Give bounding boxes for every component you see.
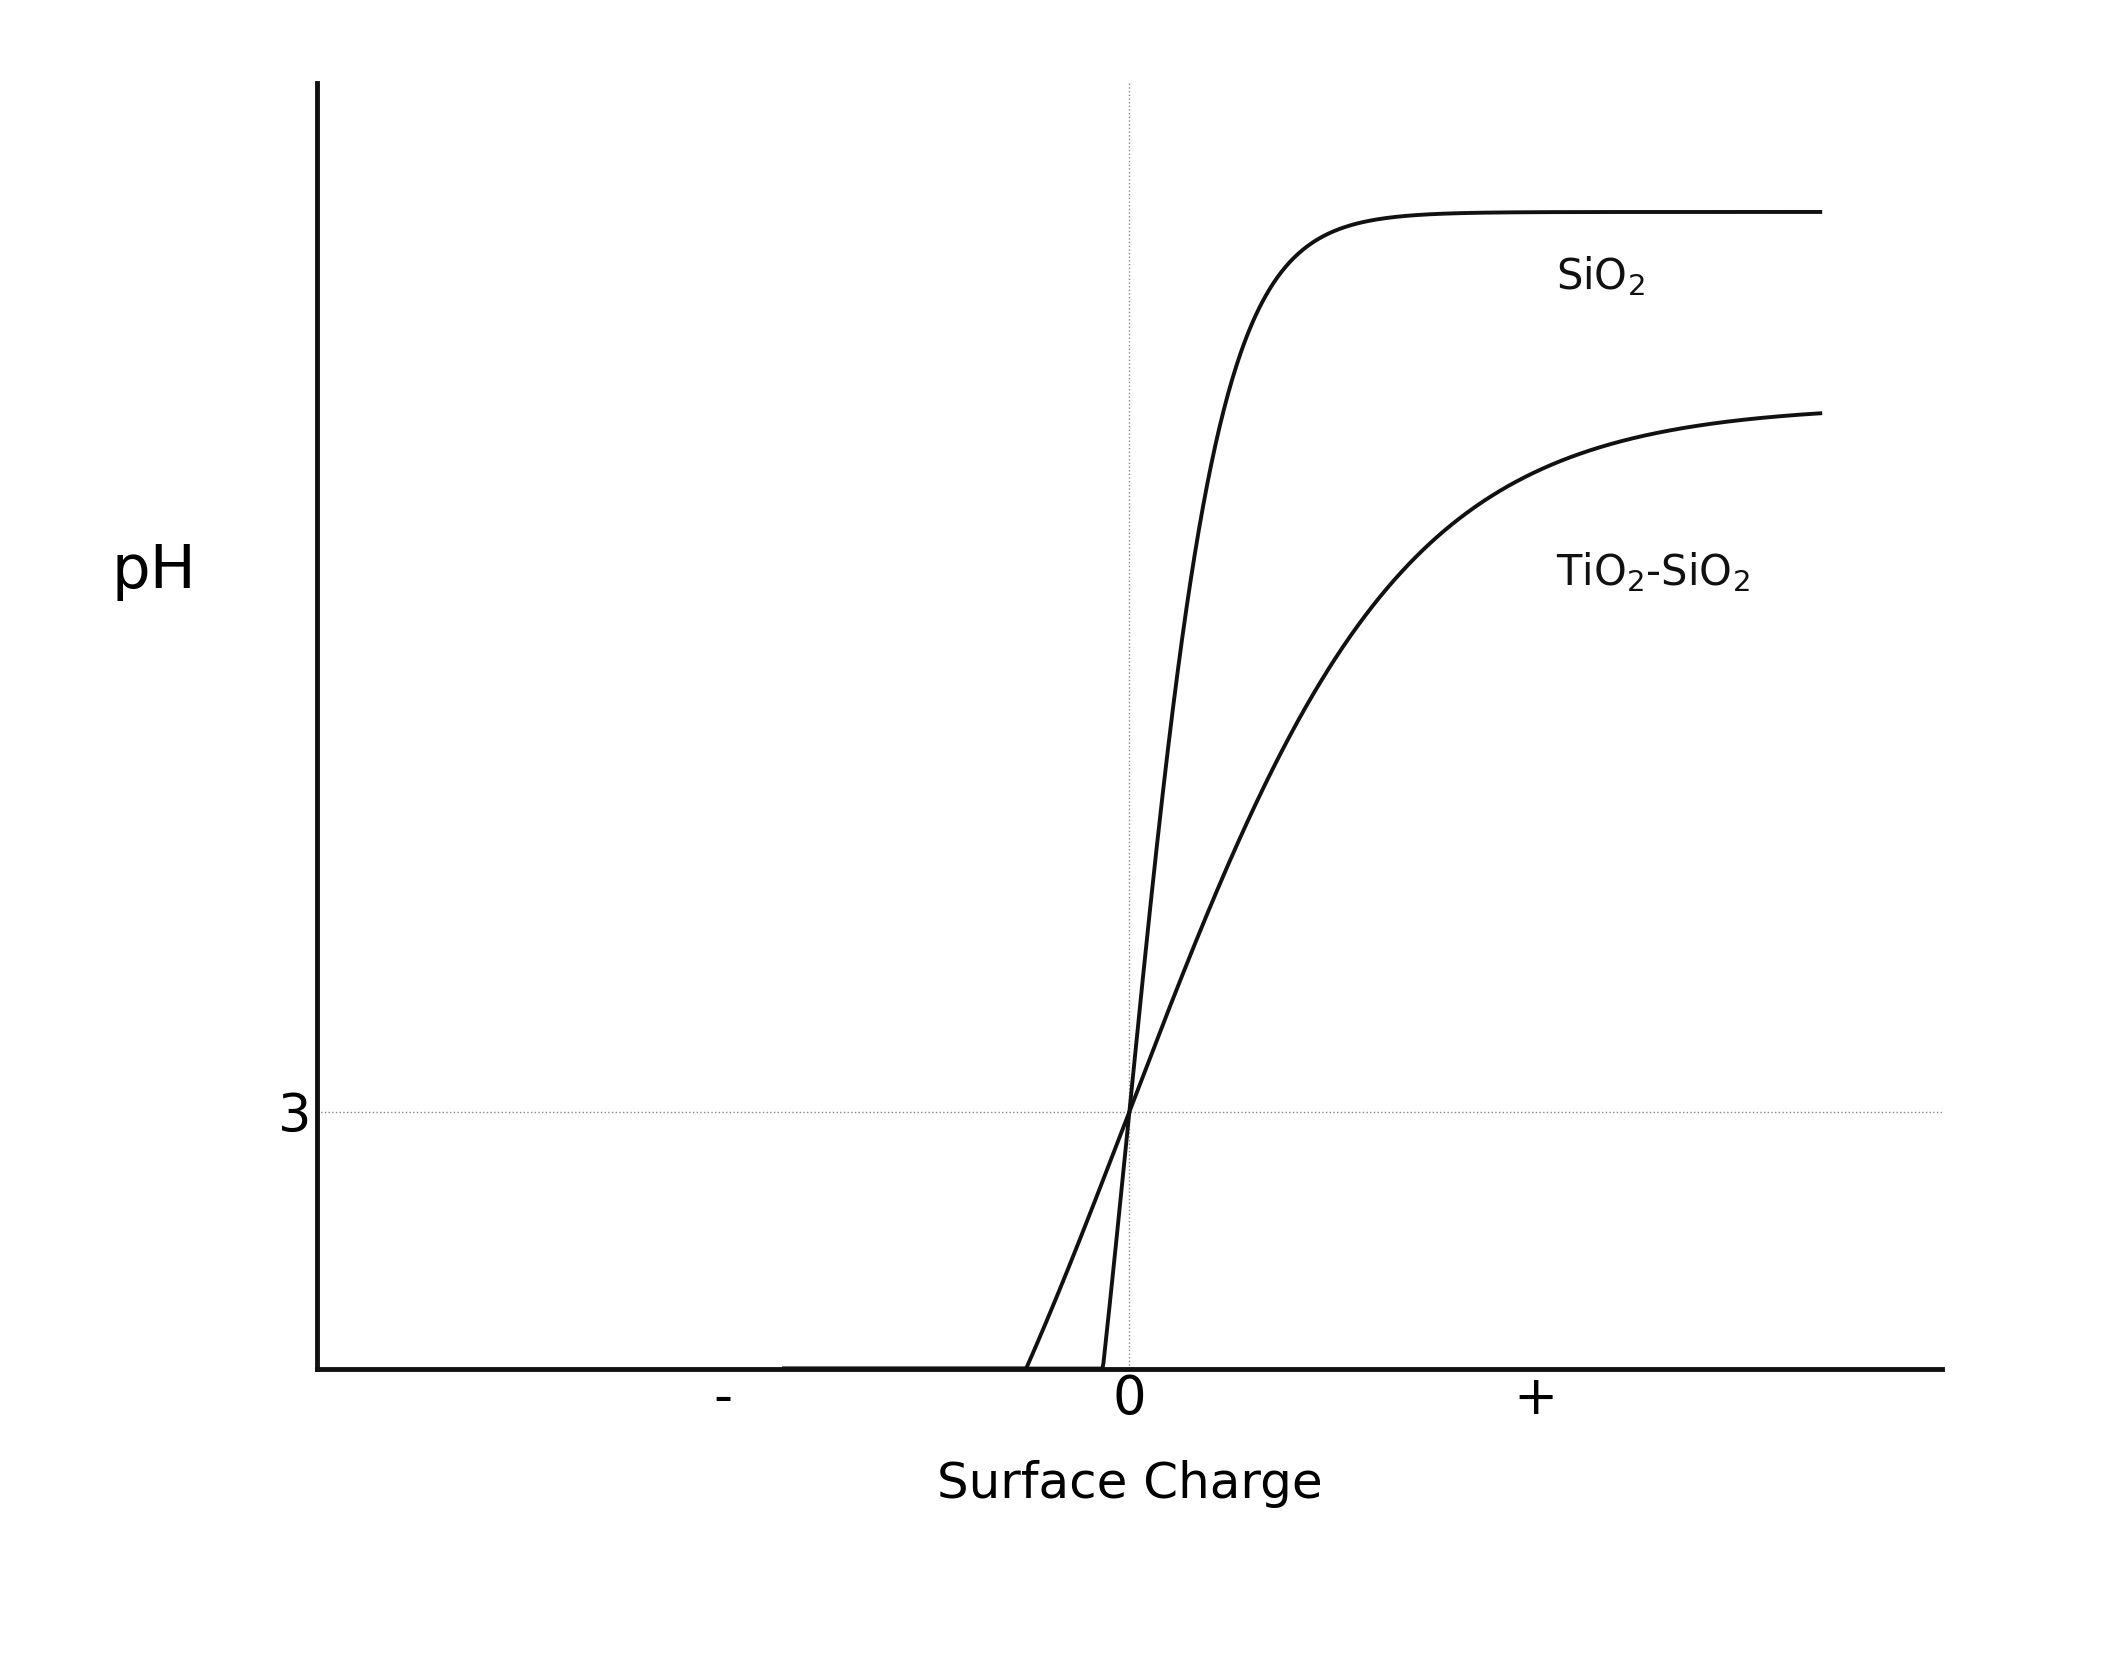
Text: SiO$_2$: SiO$_2$ <box>1556 254 1644 299</box>
Y-axis label: pH: pH <box>112 542 196 601</box>
Text: TiO$_2$-SiO$_2$: TiO$_2$-SiO$_2$ <box>1556 549 1750 594</box>
X-axis label: Surface Charge: Surface Charge <box>937 1460 1321 1509</box>
